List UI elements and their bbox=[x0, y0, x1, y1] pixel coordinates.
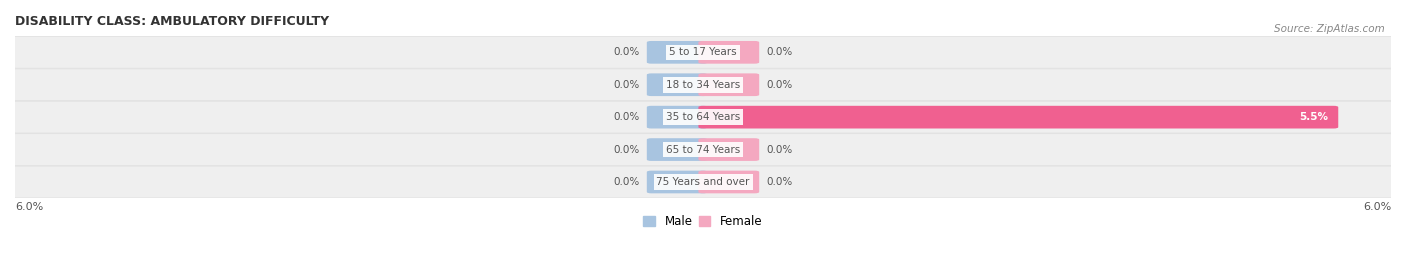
Text: DISABILITY CLASS: AMBULATORY DIFFICULTY: DISABILITY CLASS: AMBULATORY DIFFICULTY bbox=[15, 15, 329, 28]
FancyBboxPatch shape bbox=[7, 36, 1399, 68]
FancyBboxPatch shape bbox=[699, 171, 759, 193]
Text: 18 to 34 Years: 18 to 34 Years bbox=[666, 80, 740, 90]
FancyBboxPatch shape bbox=[7, 166, 1399, 198]
FancyBboxPatch shape bbox=[647, 73, 707, 96]
Text: 6.0%: 6.0% bbox=[1362, 202, 1391, 212]
FancyBboxPatch shape bbox=[7, 101, 1399, 133]
FancyBboxPatch shape bbox=[647, 171, 707, 193]
FancyBboxPatch shape bbox=[699, 106, 1339, 129]
Text: 0.0%: 0.0% bbox=[613, 144, 640, 155]
Text: 0.0%: 0.0% bbox=[613, 177, 640, 187]
FancyBboxPatch shape bbox=[647, 106, 707, 129]
FancyBboxPatch shape bbox=[699, 73, 759, 96]
FancyBboxPatch shape bbox=[647, 41, 707, 64]
Text: 0.0%: 0.0% bbox=[766, 80, 793, 90]
FancyBboxPatch shape bbox=[647, 138, 707, 161]
Text: 6.0%: 6.0% bbox=[15, 202, 44, 212]
Text: 65 to 74 Years: 65 to 74 Years bbox=[666, 144, 740, 155]
Text: 0.0%: 0.0% bbox=[613, 80, 640, 90]
Text: 0.0%: 0.0% bbox=[613, 112, 640, 122]
Text: 35 to 64 Years: 35 to 64 Years bbox=[666, 112, 740, 122]
Legend: Male, Female: Male, Female bbox=[644, 215, 762, 228]
Text: Source: ZipAtlas.com: Source: ZipAtlas.com bbox=[1274, 24, 1385, 34]
Text: 5.5%: 5.5% bbox=[1299, 112, 1327, 122]
Text: 0.0%: 0.0% bbox=[613, 47, 640, 57]
Text: 5 to 17 Years: 5 to 17 Years bbox=[669, 47, 737, 57]
FancyBboxPatch shape bbox=[7, 134, 1399, 165]
FancyBboxPatch shape bbox=[699, 41, 759, 64]
Text: 0.0%: 0.0% bbox=[766, 47, 793, 57]
Text: 0.0%: 0.0% bbox=[766, 144, 793, 155]
Text: 75 Years and over: 75 Years and over bbox=[657, 177, 749, 187]
FancyBboxPatch shape bbox=[699, 138, 759, 161]
Text: 0.0%: 0.0% bbox=[766, 177, 793, 187]
FancyBboxPatch shape bbox=[7, 69, 1399, 101]
